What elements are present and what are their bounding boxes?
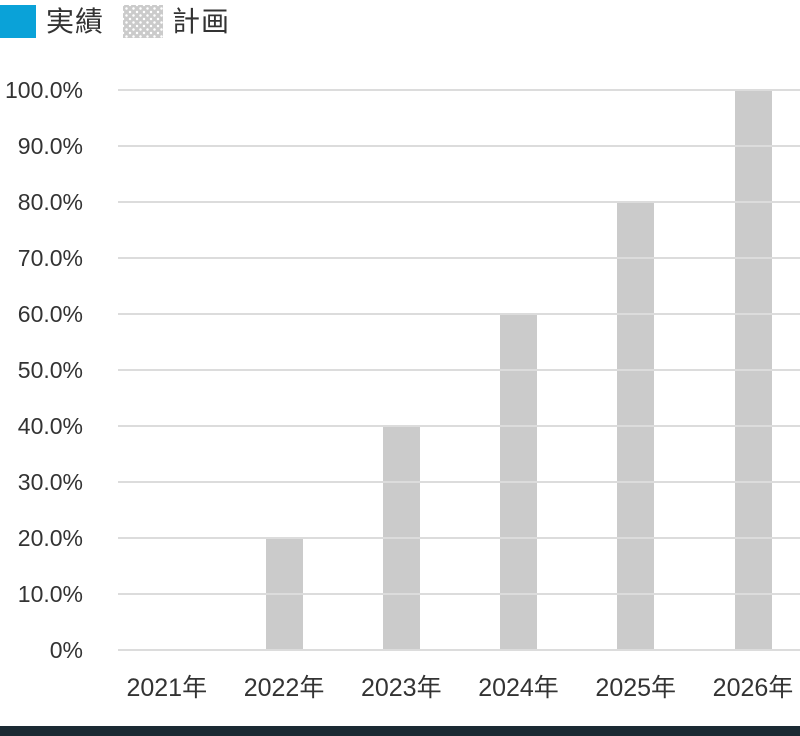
- y-tick-label: 20.0%: [17, 525, 83, 551]
- gridline: [118, 537, 800, 539]
- y-tick-label: 70.0%: [17, 245, 83, 271]
- gridline: [118, 201, 800, 203]
- legend-swatch-actual-icon: [0, 5, 36, 38]
- gridline: [118, 369, 800, 371]
- gridline: [118, 481, 800, 483]
- y-tick-label: 80.0%: [17, 189, 83, 215]
- footer-accent-bar: [0, 726, 800, 736]
- legend-label-plan: 計画: [172, 6, 231, 37]
- y-tick-label: 10.0%: [17, 581, 83, 607]
- x-axis-label: 2021年: [126, 674, 208, 702]
- legend-swatch-plan-icon: [123, 5, 163, 38]
- y-tick-label: 0%: [49, 637, 83, 663]
- x-axis-label: 2022年: [243, 674, 325, 702]
- gridline: [118, 89, 800, 91]
- x-axis-label: 2026年: [712, 674, 794, 702]
- x-axis-label: 2025年: [595, 674, 677, 702]
- x-axis-label: 2023年: [360, 674, 442, 702]
- y-tick-label: 100.0%: [4, 77, 83, 103]
- y-tick-label: 40.0%: [17, 413, 83, 439]
- gridline: [118, 425, 800, 427]
- x-axis-label: 2024年: [478, 674, 559, 702]
- y-tick-label: 90.0%: [17, 133, 83, 159]
- y-tick-label: 30.0%: [17, 469, 83, 495]
- y-tick-label: 50.0%: [17, 357, 83, 383]
- gridline: [118, 145, 800, 147]
- legend-label-actual: 実績: [46, 6, 105, 37]
- gridline: [118, 593, 800, 595]
- y-tick-label: 60.0%: [17, 301, 83, 327]
- gridline: [118, 649, 800, 651]
- gridline: [118, 313, 800, 315]
- gridline: [118, 257, 800, 259]
